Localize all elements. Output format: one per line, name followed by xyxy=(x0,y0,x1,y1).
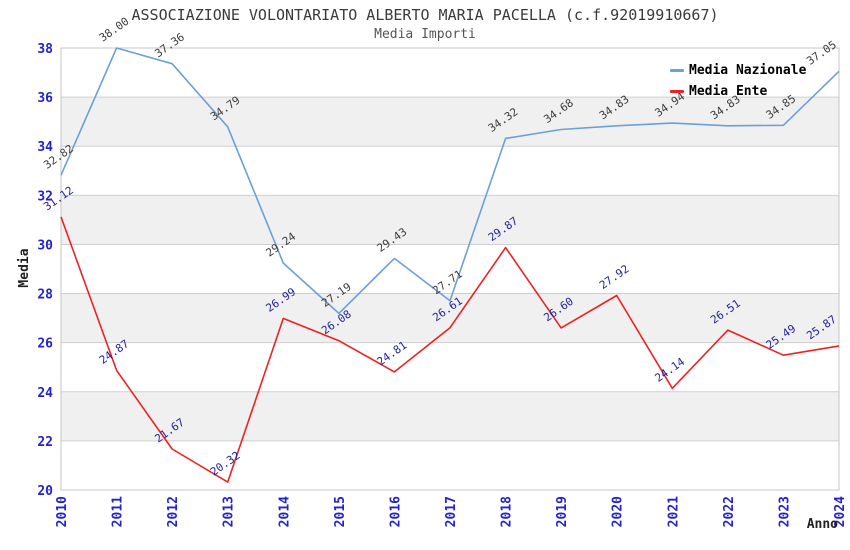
x-tick-label: 2023 xyxy=(777,496,792,527)
chart-title: ASSOCIAZIONE VOLONTARIATO ALBERTO MARIA … xyxy=(131,6,719,24)
legend: Media Nazionale Media Ente xyxy=(670,60,806,102)
data-label-media-nazionale: 37.05 xyxy=(804,38,839,68)
y-tick-label: 30 xyxy=(37,238,53,253)
series-line-media-ente xyxy=(60,216,840,483)
y-tick-label: 22 xyxy=(37,435,53,450)
data-label-media-nazionale: 38.00 xyxy=(97,15,132,45)
data-label-media-ente: 20.32 xyxy=(208,449,243,479)
x-tick-label: 2015 xyxy=(333,496,348,527)
x-tick-label: 2012 xyxy=(166,496,181,527)
x-tick-label: 2018 xyxy=(500,496,515,527)
y-tick-label: 38 xyxy=(37,42,53,57)
y-tick-label: 34 xyxy=(37,140,53,155)
y-tick-label: 28 xyxy=(37,288,53,303)
x-tick-label: 2011 xyxy=(111,496,126,527)
x-tick-label: 2017 xyxy=(444,496,459,527)
x-tick-label: 2020 xyxy=(611,496,626,527)
data-label-media-ente: 24.14 xyxy=(653,355,688,385)
data-label-media-ente: 27.92 xyxy=(597,262,632,292)
legend-item-media-ente: Media Ente xyxy=(670,81,806,102)
x-tick-label: 2014 xyxy=(277,496,292,527)
series-line-media-nazionale xyxy=(60,47,840,315)
legend-label-media-nazionale: Media Nazionale xyxy=(689,63,807,78)
y-tick-label: 26 xyxy=(37,337,53,352)
y-tick-label: 32 xyxy=(37,189,53,204)
legend-label-media-ente: Media Ente xyxy=(689,84,768,99)
y-axis-title: Media xyxy=(17,248,32,287)
x-tick-label: 2024 xyxy=(833,496,848,527)
plot-band xyxy=(61,293,839,343)
y-tick-label: 36 xyxy=(37,91,53,106)
x-axis-title: Anno xyxy=(807,517,838,532)
data-label-media-nazionale: 27.71 xyxy=(430,268,465,298)
y-tick-label: 24 xyxy=(37,386,53,401)
x-tick-label: 2019 xyxy=(555,496,570,527)
x-tick-label: 2022 xyxy=(722,496,737,527)
plot-border xyxy=(60,47,840,491)
plot-band xyxy=(61,97,839,147)
y-tick-label: 20 xyxy=(37,484,53,499)
data-label-media-nazionale: 37.36 xyxy=(152,31,187,61)
x-tick-label: 2013 xyxy=(222,496,237,527)
chart-subtitle: Media Importi xyxy=(374,27,476,42)
legend-item-media-nazionale: Media Nazionale xyxy=(670,60,806,81)
x-tick-label: 2010 xyxy=(55,496,70,527)
legend-swatch-media-nazionale xyxy=(670,69,684,72)
legend-swatch-media-ente xyxy=(670,90,684,93)
x-tick-label: 2016 xyxy=(388,496,403,527)
plot-band xyxy=(61,391,839,441)
plot-band xyxy=(61,195,839,245)
x-tick-label: 2021 xyxy=(666,496,681,527)
